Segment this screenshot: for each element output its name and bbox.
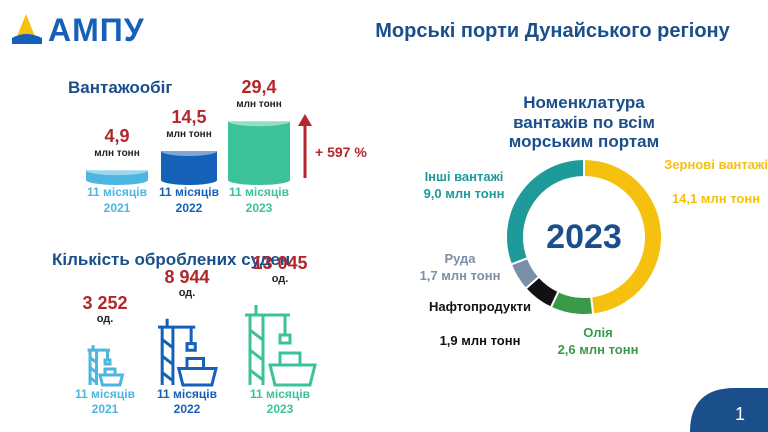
cylinder-top [86, 165, 148, 176]
vessel-icon [87, 345, 125, 387]
segment-name: Інші вантажі [424, 169, 504, 184]
title: Морські порти Дунайського регіону [375, 20, 730, 42]
cargo-unit: млн тонн [236, 99, 282, 111]
vessel-year: 2021 [91, 402, 119, 416]
vessel-unit: од. [96, 313, 114, 326]
donut-year: 2023 [546, 218, 622, 256]
vessel-value: 13 045 [252, 253, 308, 274]
segment-value: 2,6 млн тонн [557, 342, 639, 357]
page-number: 1 [735, 404, 746, 424]
segment-name: Зернові вантажі [664, 157, 768, 172]
segment-value: 9,0 млн тонн [423, 186, 505, 201]
vessel-year: 2023 [266, 402, 294, 416]
vessel-unit: од. [178, 286, 196, 299]
cargo-period: 11 місяців [159, 185, 219, 199]
nomenclature-title: Номенклатура вантажів по всім морським п… [508, 93, 660, 152]
crane [87, 345, 112, 385]
cargo-year: 2021 [103, 201, 131, 215]
segment-name: Руда [444, 251, 476, 266]
vessel-unit: од. [271, 273, 289, 286]
cylinder [228, 121, 290, 185]
cargo-year: 2023 [245, 201, 273, 215]
cargo-unit: млн тонн [166, 129, 212, 140]
cargo-value: 14,5 [171, 107, 207, 127]
crane [158, 318, 197, 386]
cargo-unit: млн тонн [94, 148, 140, 160]
cylinder-top [228, 116, 290, 127]
ship [98, 367, 125, 387]
growth-arrow-head [298, 114, 312, 126]
cargo-title: Вантажообіг [68, 78, 173, 97]
cargo-value: 4,9 [104, 126, 130, 147]
segment-name: Олія [583, 325, 613, 340]
crane [245, 305, 292, 386]
cargo-value: 29,4 [241, 77, 277, 98]
segment-value: 1,7 млн тонн [419, 268, 501, 283]
ship [176, 357, 218, 387]
vessel-period: 11 місяців [250, 387, 310, 401]
vessel-year: 2022 [173, 402, 201, 416]
segment-value: 14,1 млн тонн [671, 191, 761, 206]
logo-wave [12, 34, 42, 44]
page-corner [690, 388, 768, 432]
vessel-icon [245, 305, 317, 387]
donut-segment [505, 157, 585, 266]
ship [268, 351, 317, 387]
cylinder [86, 170, 148, 185]
cargo-period: 11 місяців [87, 185, 147, 199]
vessels-title: Кількість оброблених суден [52, 250, 291, 269]
growth-label: + 597 % [315, 144, 367, 160]
vessel-icon [158, 318, 218, 387]
cargo-period: 11 місяців [229, 185, 289, 199]
vessel-period: 11 місяців [157, 387, 217, 401]
vessel-value: 3 252 [82, 293, 128, 314]
vessel-value: 8 944 [164, 266, 210, 287]
logo-text: АМПУ [48, 12, 145, 48]
cylinder [161, 151, 217, 185]
cylinder-top [161, 146, 217, 156]
segment-value: 1,9 млн тонн [439, 333, 521, 348]
cargo-year: 2022 [175, 201, 203, 215]
vessel-period: 11 місяців [75, 387, 135, 401]
segment-name: Нафтопродукти [428, 299, 532, 314]
